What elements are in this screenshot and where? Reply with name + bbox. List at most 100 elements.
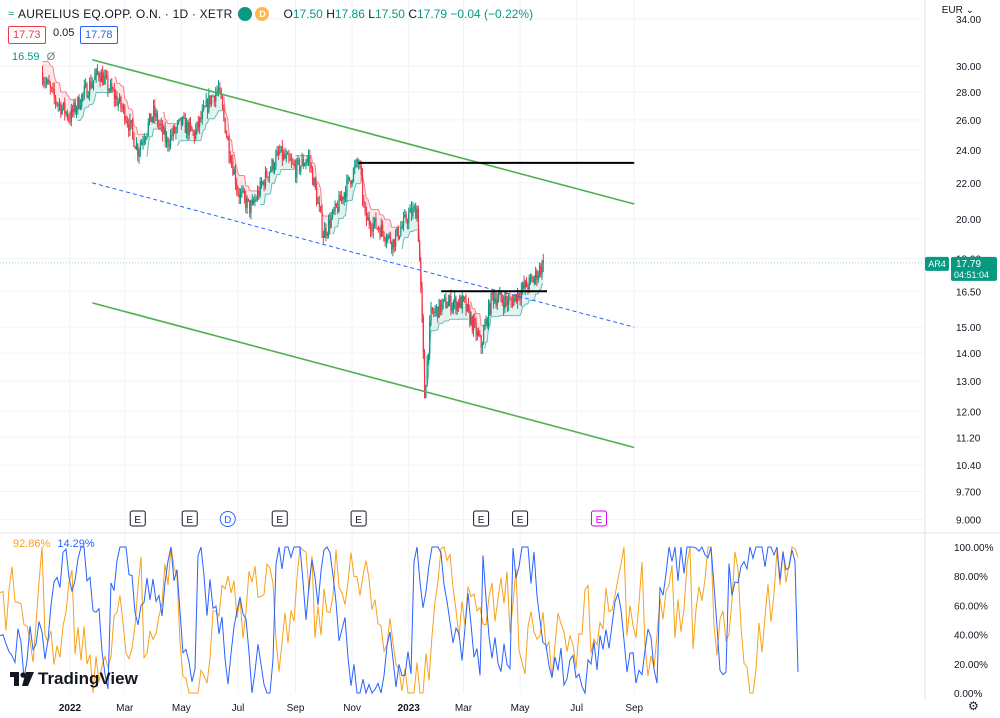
candle-body: [345, 192, 347, 197]
price-tick-label: 12.00: [956, 407, 981, 418]
candle-body: [143, 140, 146, 142]
trailing-stop-line: [227, 117, 230, 135]
candle-body: [412, 208, 414, 216]
trailing-stop-line: [270, 183, 273, 193]
earnings-marker[interactable]: E: [129, 510, 146, 527]
currency-selector[interactable]: EUR ⌄: [942, 5, 974, 16]
candle-body: [175, 128, 177, 133]
candle-body: [519, 297, 521, 299]
trailing-stop-line: [163, 112, 166, 121]
candle-body: [204, 106, 206, 108]
sell-price-button[interactable]: 17.73: [8, 26, 46, 44]
oscillator-tick-label: 40.00%: [954, 631, 988, 642]
indicator-legend[interactable]: 16.59 Ø: [12, 51, 55, 63]
candle-body: [60, 103, 62, 114]
candle-body: [388, 234, 390, 236]
candle-body: [496, 300, 498, 306]
channel-mid-line: [92, 182, 635, 328]
trailing-stop-line: [58, 82, 62, 92]
trailing-stop-line: [237, 172, 240, 176]
earnings-marker[interactable]: E: [181, 510, 198, 527]
earnings-marker[interactable]: E: [590, 510, 607, 527]
trailing-stop-line: [333, 226, 336, 234]
candle-body: [475, 322, 477, 336]
candle-body: [100, 72, 103, 82]
marker-label: D: [224, 515, 231, 526]
candle-body: [68, 117, 70, 119]
indicator-eye-icon[interactable]: Ø: [46, 51, 56, 63]
market-status-icon[interactable]: [238, 7, 253, 21]
trailing-stop-line: [540, 283, 543, 290]
ohlc-low: 17.50: [374, 7, 405, 21]
trailing-stop-line: [166, 119, 169, 124]
earnings-marker[interactable]: E: [350, 510, 367, 527]
earnings-marker[interactable]: E: [473, 510, 490, 527]
trailing-stop-line: [50, 65, 52, 67]
trailing-stop-line: [48, 62, 51, 66]
tradingview-logo[interactable]: TradingView: [10, 669, 138, 689]
candle-body: [439, 300, 442, 313]
settings-gear-icon[interactable]: ⚙: [968, 699, 979, 713]
candle-body: [395, 234, 397, 247]
candle-body: [504, 296, 506, 309]
candle-body: [365, 212, 368, 221]
candle-body: [188, 122, 190, 136]
candle-body: [535, 270, 537, 278]
candle-body: [374, 217, 376, 224]
trailing-stop-line: [447, 319, 451, 322]
trailing-stop-line: [125, 99, 128, 103]
stoch-legend[interactable]: 92.86% 14.29%: [13, 538, 95, 550]
candle-body: [237, 189, 239, 195]
cloud-segment: [531, 278, 534, 301]
earnings-marker[interactable]: E: [271, 510, 288, 527]
candle-body: [520, 289, 523, 299]
candle-body: [225, 132, 228, 137]
trailing-stop-line: [484, 341, 487, 349]
candle-body: [375, 217, 377, 229]
buy-price-button[interactable]: 17.78: [80, 26, 118, 44]
candle-body: [180, 117, 183, 125]
candle-body: [500, 292, 502, 299]
candle-body: [260, 181, 263, 185]
trailing-stop-line: [53, 75, 57, 81]
candle-body: [391, 242, 393, 250]
candle-body: [406, 221, 409, 224]
candle-body: [443, 297, 446, 300]
candle-body: [325, 228, 327, 236]
candle-body: [367, 217, 369, 221]
candle-body: [186, 122, 188, 133]
candle-body: [255, 199, 257, 201]
dividend-badge[interactable]: D: [255, 7, 270, 21]
trailing-stop-line: [247, 185, 251, 192]
candle-body: [233, 169, 235, 175]
candle-body: [287, 153, 289, 155]
cloud-segment: [122, 86, 124, 109]
candle-body: [182, 117, 184, 125]
candle-body: [522, 283, 524, 290]
trailing-stop-line: [91, 102, 94, 105]
candle-body: [400, 228, 402, 236]
candle-body: [187, 122, 189, 136]
time-tick-label: Nov: [343, 703, 361, 714]
candle-body: [52, 88, 54, 90]
candle-body: [382, 224, 384, 233]
candle-body: [380, 224, 382, 237]
candle-body: [483, 330, 485, 345]
trailing-stop-line: [147, 136, 151, 146]
candle-body: [257, 191, 259, 200]
candle-body: [45, 81, 48, 83]
dividend-marker[interactable]: D: [219, 511, 236, 527]
candle-body: [464, 297, 466, 300]
candle-body: [129, 120, 131, 131]
candle-body: [460, 297, 462, 309]
candle-body: [145, 137, 147, 141]
trailing-stop-line: [119, 83, 122, 86]
candle-body: [515, 294, 517, 303]
candle-body: [274, 166, 276, 171]
candle-body: [79, 106, 82, 109]
dividend-marker-circle: [219, 511, 236, 527]
earnings-marker[interactable]: E: [512, 510, 529, 527]
symbol-title[interactable]: AURELIUS EQ.OPP. O.N. · 1D · XETR: [18, 7, 233, 21]
